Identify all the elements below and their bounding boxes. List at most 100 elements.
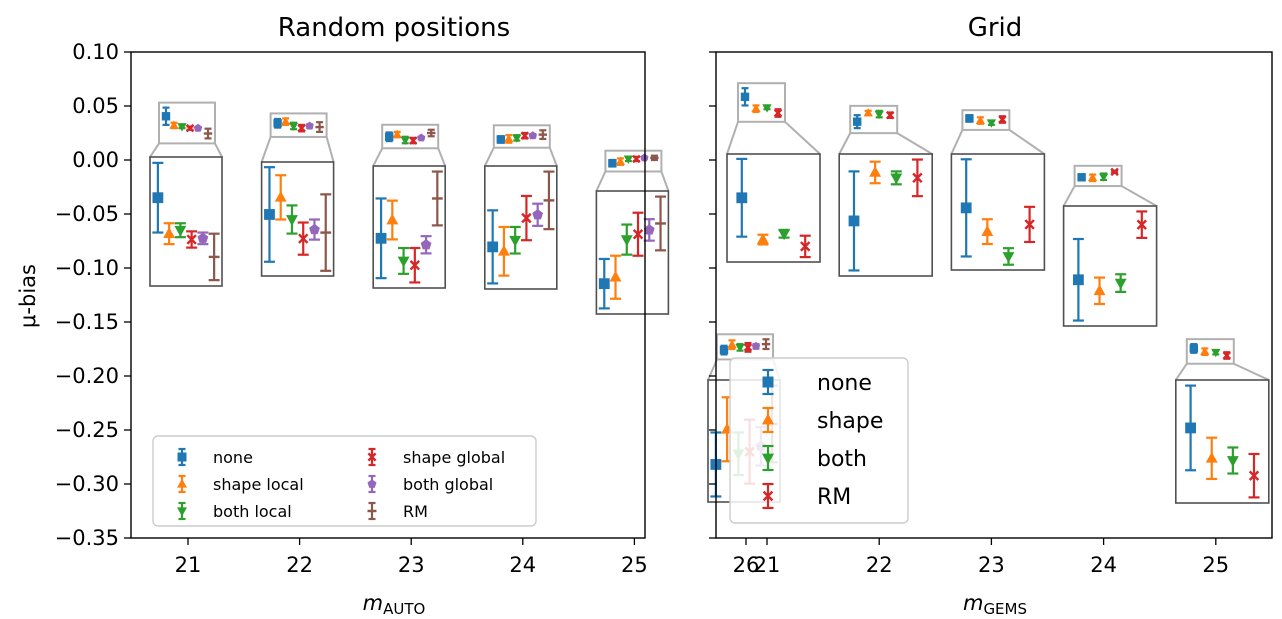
data-point-both-global (751, 341, 761, 350)
x-axis-label-left: mAUTO (363, 591, 426, 618)
zoom-connector (1233, 362, 1270, 381)
zoom-source-box (269, 112, 328, 138)
marker-stroke (743, 343, 753, 352)
zoom-source-box (1073, 164, 1123, 188)
data-point-none (1077, 173, 1086, 182)
zoom-connector (1062, 185, 1076, 207)
zoom-data-point-shape-local (274, 190, 287, 202)
zoom-data-point-none (960, 202, 972, 214)
category-group-25 (595, 149, 670, 315)
zoom-data-point-RM (543, 199, 555, 202)
zoom-data-point-both-local (174, 225, 187, 237)
zoom-data-point-both-global (643, 224, 655, 235)
data-point-both-global (417, 133, 426, 142)
y-tick-label: −0.05 (55, 202, 119, 226)
marker-stroke (185, 123, 195, 133)
panel-title-random-positions: Random positions (278, 13, 510, 43)
x-tick-label: 23 (398, 553, 425, 577)
zoom-data-point-RM (1248, 470, 1260, 481)
legend-marker (761, 413, 775, 425)
zoom-data-point-shape-local (163, 227, 176, 239)
data-point-both-local (288, 122, 299, 132)
data-point-shape (975, 115, 986, 124)
zoom-data-point-shape-global (409, 260, 420, 271)
legend-label: shape global (403, 448, 505, 467)
data-point-shape-global (632, 154, 641, 164)
legend-marker (367, 509, 377, 513)
zoom-data-point-shape-global (521, 212, 532, 224)
legend-label: both local (213, 502, 292, 521)
data-point-both-global (528, 131, 537, 140)
zoom-inset-box (595, 190, 670, 315)
zoom-connector (1174, 363, 1188, 381)
zoom-data-point-RM (431, 197, 443, 200)
zoom-inset-box (149, 156, 223, 287)
zoom-inset-box (372, 165, 447, 289)
marker-stroke (632, 154, 641, 164)
y-tick-label: 0.00 (72, 148, 119, 172)
x-tick-label: 21 (175, 553, 202, 577)
zoom-source-box (381, 123, 440, 150)
marker-stroke (1024, 219, 1035, 230)
data-point-none (385, 132, 394, 141)
data-point-RM (203, 132, 213, 135)
x-tick-label: 23 (978, 553, 1005, 577)
zoom-data-point-RM (800, 241, 811, 252)
x-tick-label: 21 (754, 553, 781, 577)
y-tick-label: −0.35 (55, 526, 119, 550)
zoom-data-point-RM (320, 231, 332, 234)
zoom-connector (372, 147, 384, 167)
zoom-connector (1008, 129, 1045, 155)
data-point-shape-local (504, 133, 514, 143)
category-group-22 (838, 104, 934, 277)
zoom-connector (660, 171, 670, 192)
marker-stroke (1222, 351, 1232, 360)
zoom-connector (214, 142, 223, 158)
marker-stroke (409, 260, 420, 271)
zoom-data-point-both (1226, 456, 1239, 467)
marker-stroke (762, 490, 774, 502)
axes-frame (715, 51, 1273, 539)
x-tick-label: 26 (733, 553, 760, 577)
marker-stroke (1136, 219, 1147, 230)
legend-item-both-local: both local (177, 501, 292, 521)
zoom-data-point-shape-local (497, 244, 510, 256)
zoom-connector (950, 129, 964, 155)
legend-item-RM: RM (762, 482, 851, 510)
marker-stroke (773, 108, 783, 118)
zoom-data-point-shape (756, 233, 769, 244)
data-point-both-local (177, 123, 187, 132)
data-point-RM (1222, 351, 1232, 360)
y-tick-label: −0.20 (55, 364, 119, 388)
data-point-RM (761, 342, 771, 346)
zoom-source-box (492, 124, 551, 149)
marker-stroke (521, 212, 532, 224)
plot-area-random-positions: 0.10 0.05 0.00 −0.05 −0.10 −0.15 −0.20 −0.25 −0.… (55, 40, 781, 577)
zoom-data-point-none (152, 192, 164, 204)
zoom-data-point-none (375, 232, 387, 244)
zoom-data-point-both (890, 173, 903, 185)
category-group-25 (1174, 338, 1270, 504)
zoom-data-point-both (1002, 252, 1015, 263)
data-point-both-global (193, 123, 203, 132)
legend-label: none (213, 448, 253, 467)
legend-item-both: both (761, 444, 867, 472)
x-tick-label: 22 (286, 553, 313, 577)
zoom-source-box (1185, 338, 1235, 365)
data-point-both-local (400, 136, 410, 146)
zoom-data-point-both-local (286, 215, 298, 226)
data-point-both (986, 119, 997, 128)
marker-stroke (1110, 167, 1119, 177)
category-group-23 (372, 123, 447, 289)
zoom-data-point-none (487, 241, 499, 253)
category-group-23 (950, 109, 1046, 271)
data-point-both (1211, 348, 1221, 358)
data-point-shape-global (185, 123, 195, 133)
legend-label: RM (817, 485, 851, 510)
data-point-RM (650, 156, 659, 160)
data-point-shape-local (280, 116, 291, 126)
data-point-RM (773, 108, 783, 118)
zoom-data-point-none (598, 278, 610, 290)
zoom-connector (1121, 185, 1158, 207)
data-point-RM (427, 131, 436, 135)
